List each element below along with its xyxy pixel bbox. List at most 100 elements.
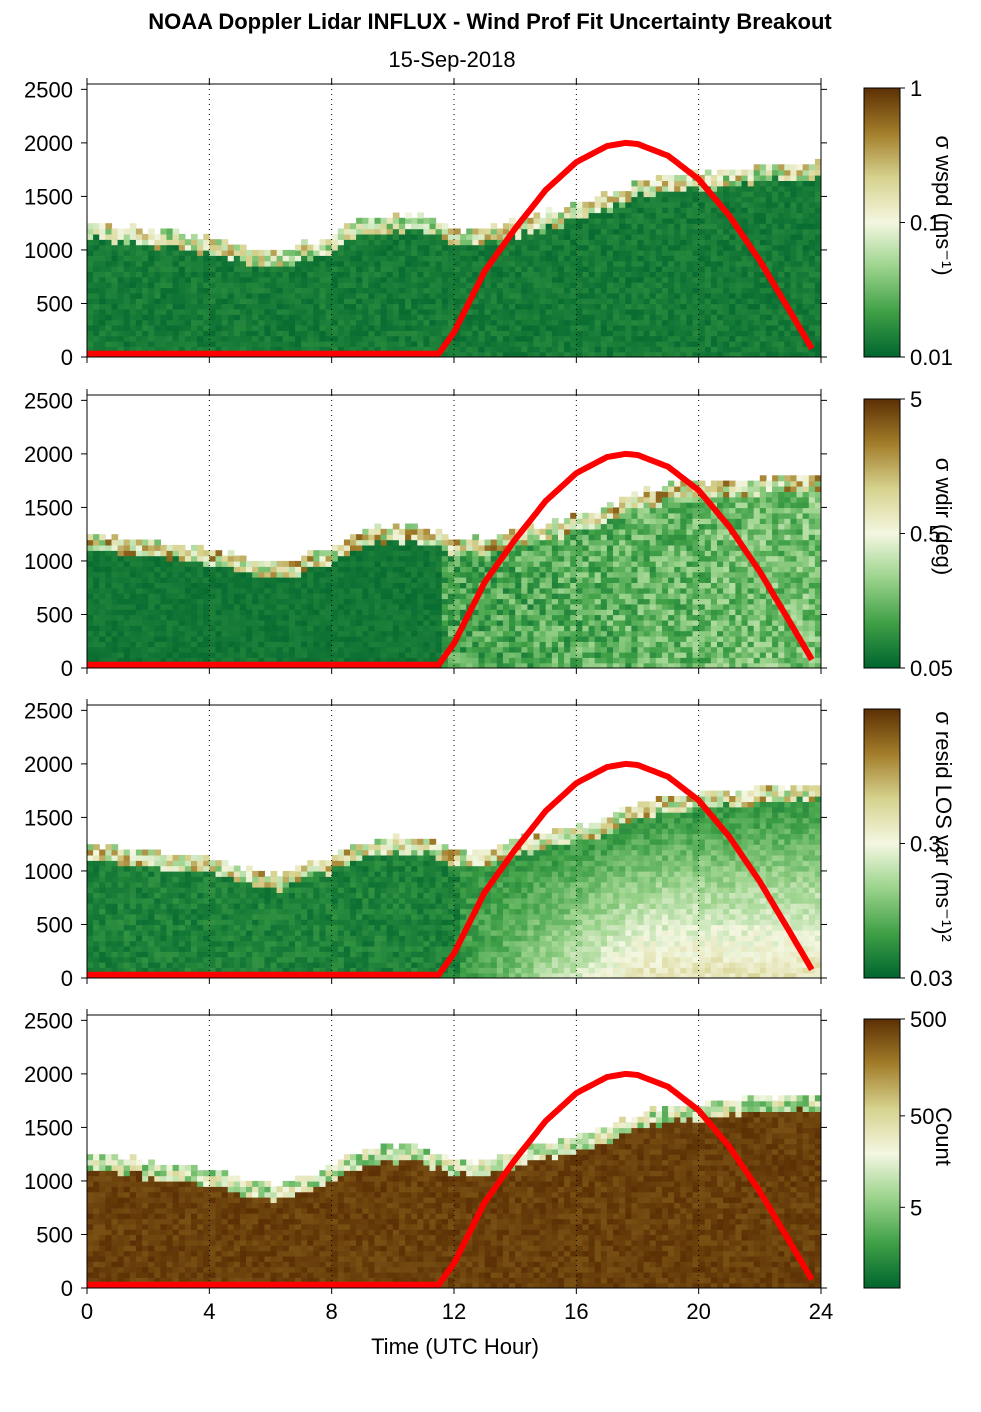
heatmap-cell [239,340,247,347]
heatmap-cell [765,255,773,262]
heatmap-cell [747,233,755,240]
heatmap-cell [148,641,155,648]
heatmap-cell [662,287,669,294]
heatmap-cell [154,577,161,583]
heatmap-cell [362,255,369,262]
heatmap-cell [325,625,333,632]
heatmap-cell [172,244,180,251]
heatmap-cell [637,244,645,251]
heatmap-cell [594,271,602,278]
heatmap-cell [466,271,473,278]
heatmap-cell [778,228,785,235]
heatmap-cell [588,335,596,342]
heatmap-cell [197,282,204,289]
heatmap-cell [637,330,645,337]
heatmap-cell [619,287,626,294]
heatmap-cell [588,249,596,256]
heatmap-cell [380,303,388,310]
heatmap-cell [184,603,192,610]
heatmap-cell [203,239,210,246]
heatmap-cell [454,271,461,278]
heatmap-cell [184,571,192,578]
heatmap-cell [99,566,106,573]
heatmap-cell [435,276,443,283]
heatmap-cell [343,646,351,653]
heatmap-cell [680,201,687,208]
heatmap-cell [288,276,296,283]
heatmap-cell [215,635,223,642]
heatmap-cell [784,233,791,240]
heatmap-cell [735,308,743,315]
heatmap-cell [802,292,810,299]
heatmap-cell [374,260,382,267]
heatmap-cell [368,292,376,299]
heatmap-cell [735,266,743,272]
heatmap-cell [723,201,730,208]
heatmap-cell [105,223,113,230]
heatmap-cell [295,651,302,658]
heatmap-cell [325,298,333,305]
heatmap-cell [166,587,174,594]
heatmap-cell [166,303,174,310]
heatmap-cell [772,239,779,246]
heatmap-cell [802,287,810,294]
heatmap-cell [337,239,345,246]
heatmap-cell [270,582,278,589]
heatmap-cell [533,324,541,331]
heatmap-cell [123,260,131,267]
heatmap-cell [545,308,553,315]
heatmap-cell [142,292,149,299]
heatmap-cell [625,324,632,331]
heatmap-cell [270,308,278,315]
heatmap-cell [221,641,229,648]
heatmap-cell [533,287,541,294]
heatmap-cell [441,330,449,337]
heatmap-cell [692,282,700,289]
heatmap-cell [331,346,339,353]
heatmap-cell [221,635,229,642]
heatmap-cell [123,308,131,315]
heatmap-cell [264,560,272,567]
heatmap-cell [362,298,369,305]
heatmap-cell [307,609,314,616]
heatmap-cell [123,282,131,289]
heatmap-cell [600,324,608,331]
heatmap-cell [129,550,137,557]
heatmap-cell [539,276,547,283]
heatmap-cell [521,314,528,321]
heatmap-cell [264,577,272,583]
heatmap-cell [710,212,718,219]
heatmap-cell [221,646,229,653]
heatmap-cell [655,191,663,198]
heatmap-cell [197,346,204,353]
heatmap-cell [735,212,743,219]
heatmap-cell [233,308,241,315]
heatmap-cell [429,282,437,289]
heatmap-cell [191,249,198,256]
heatmap-cell [814,244,821,251]
heatmap-cell [429,539,437,546]
heatmap-cell [160,560,168,567]
heatmap-cell [600,249,608,256]
heatmap-cell [478,619,486,626]
heatmap-cell [319,298,327,305]
heatmap-cell [460,646,467,653]
colorbar [863,87,901,358]
heatmap-cell [429,582,437,589]
heatmap-cell [509,571,516,578]
heatmap-cell [814,303,821,310]
heatmap-cell [460,614,467,621]
heatmap-cell [129,587,137,594]
heatmap-cell [343,630,351,637]
heatmap-cell [105,598,113,605]
heatmap-cell [558,298,565,305]
heatmap-cell [227,308,235,315]
heatmap-cell [686,228,694,235]
heatmap-cell [93,593,100,600]
heatmap-cell [729,319,736,326]
heatmap-cell [441,587,449,594]
heatmap-cell [325,635,333,642]
heatmap-cell [692,346,700,353]
heatmap-cell [117,550,125,557]
heatmap-cell [331,582,339,589]
